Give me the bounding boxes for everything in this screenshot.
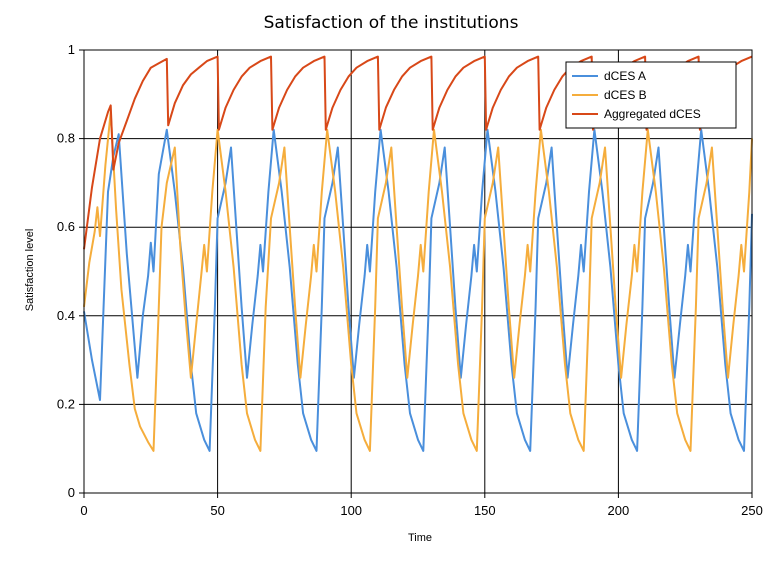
x-axis-label: Time [408, 532, 432, 544]
y-tick-label: 0.6 [57, 219, 75, 234]
x-tick-label: 50 [210, 503, 224, 518]
plot-frame [83, 49, 753, 494]
y-axis-label: Satisfaction level [24, 229, 36, 312]
x-tick-labels: 0 50 100 150 200 250 [80, 503, 762, 518]
series-line-dces-b [83, 111, 753, 452]
legend-label-aggregated-dces: Aggregated dCES [604, 107, 701, 121]
y-tick-label: 0.4 [57, 308, 75, 323]
x-tick-label: 200 [608, 503, 630, 518]
x-tick-label: 150 [474, 503, 496, 518]
x-tick-label: 0 [80, 503, 87, 518]
series-line-aggregated-dces [83, 55, 753, 250]
y-tick-label: 0.2 [57, 396, 75, 411]
legend-label-dces-b: dCES B [604, 88, 647, 102]
series-line-dces-a [83, 128, 753, 452]
x-tick-label: 100 [340, 503, 362, 518]
series-group [83, 55, 753, 452]
legend: dCES A dCES B Aggregated dCES [565, 61, 737, 129]
x-tick-label: 250 [741, 503, 763, 518]
y-tick-label: 0.8 [57, 131, 75, 146]
y-tick-label: 0 [68, 485, 75, 500]
legend-label-dces-a: dCES A [604, 69, 646, 83]
chart-title: Satisfaction of the institutions [264, 13, 519, 33]
y-tick-label: 1 [68, 42, 75, 57]
y-tick-labels: 0 0.2 0.4 0.6 0.8 1 [57, 42, 75, 500]
